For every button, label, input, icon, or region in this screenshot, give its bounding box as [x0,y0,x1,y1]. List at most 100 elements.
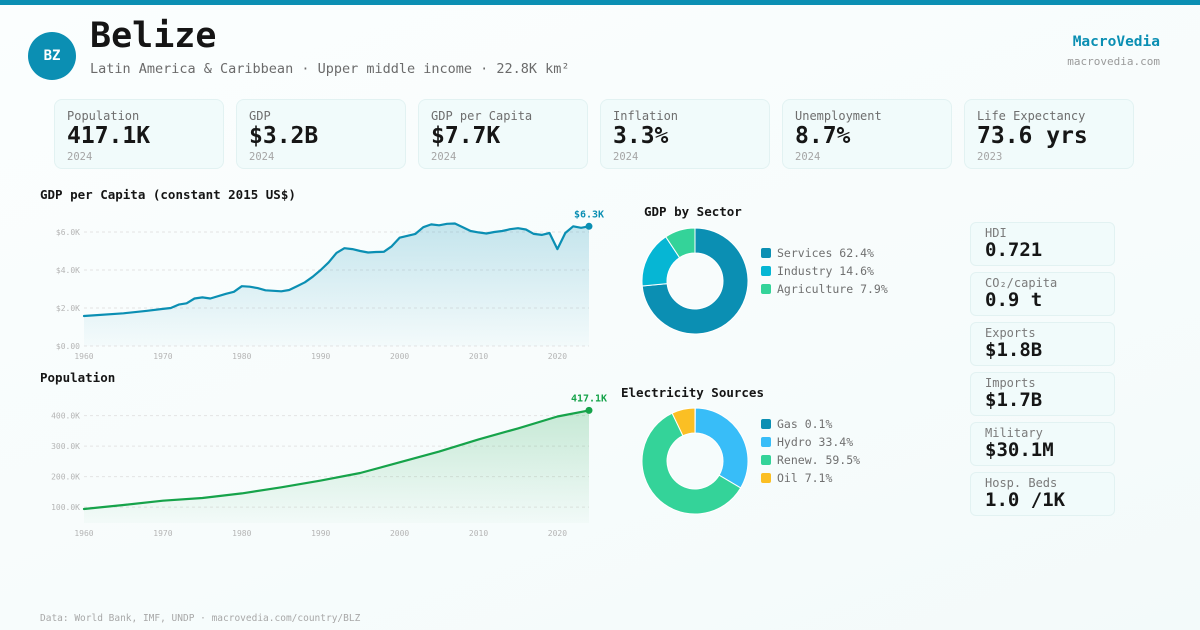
legend-item-gas: Gas 0.1% [761,415,860,433]
legend-swatch [761,248,771,258]
donut-slice-renew [641,412,742,515]
legend-swatch [761,437,771,447]
electricity-legend: Gas 0.1% Hydro 33.4% Renew. 59.5% Oil 7.… [761,415,860,487]
brand-url[interactable]: macrovedia.com [1067,55,1160,68]
x-tick-label: 1970 [153,352,172,361]
kpi-label: Unemployment [795,109,882,123]
kpi-year: 2023 [977,151,1003,163]
y-tick-label: 200.0K [51,473,80,482]
y-tick-label: $6.0K [56,228,80,237]
x-tick-label: 2010 [469,529,488,538]
kpi-year: 2024 [67,151,93,163]
population-chart: 100.0K 200.0K 300.0K 400.0K 1960 1970 1980 1990… [51,393,607,538]
side-stats-panel: HDI 0.721 CO₂/capita 0.9 t Exports $1.8B… [970,222,1115,522]
legend-swatch [761,473,771,483]
y-tick-label: 100.0K [51,503,80,512]
series-line [82,222,591,318]
kpi-year: 2024 [795,151,821,163]
x-tick-label: 2000 [390,529,409,538]
end-point-marker [585,406,593,414]
legend-item-services: Services 62.4% [761,244,888,262]
legend-swatch [761,284,771,294]
gdp-per-capita-chart-title: GDP per Capita (constant 2015 US$) [40,187,296,202]
x-tick-label: 1960 [74,352,93,361]
stat-label: Imports [985,376,1036,390]
kpi-year: 2024 [613,151,639,163]
stat-card-imports: Imports $1.7B [970,372,1115,416]
y-tick-label: 400.0K [51,412,80,421]
stat-card-military: Military $30.1M [970,422,1115,466]
electricity-sources-donut [641,407,749,515]
end-value-label: 417.1K [571,393,607,404]
x-tick-label: 1970 [153,529,172,538]
y-tick-label: $0.00 [56,342,80,351]
legend-label: Renew. 59.5% [777,453,861,467]
kpi-card-unemployment: Unemployment 8.7% 2024 [782,99,952,169]
kpi-card-gdp: GDP $3.2B 2024 [236,99,406,169]
series-line [82,409,591,511]
legend-item-agriculture: Agriculture 7.9% [761,280,888,298]
x-tick-label: 1990 [311,529,330,538]
legend-swatch [761,266,771,276]
legend-label: Gas 0.1% [777,417,833,431]
stat-label: Military [985,426,1043,440]
y-tick-label: $2.0K [56,304,80,313]
kpi-value: 417.1K [67,123,151,149]
legend-label: Agriculture 7.9% [777,282,888,296]
x-tick-label: 1960 [74,529,93,538]
stat-card-exports: Exports $1.8B [970,322,1115,366]
x-tick-label: 1990 [311,352,330,361]
x-tick-label: 2020 [548,352,567,361]
kpi-value: 8.7% [795,123,851,149]
population-chart-title: Population [40,370,116,385]
legend-item-oil: Oil 7.1% [761,469,860,487]
gdp-sector-chart-title: GDP by Sector [644,204,742,219]
kpi-label: GDP [249,109,271,123]
kpi-card-life-expectancy: Life Expectancy 73.6 yrs 2023 [964,99,1134,169]
x-tick-label: 2020 [548,529,567,538]
stat-card-hdi: HDI 0.721 [970,222,1115,266]
stat-label: Hosp. Beds [985,476,1058,490]
donut-slice-services [641,227,749,335]
kpi-year: 2024 [431,151,457,163]
country-subtitle: Latin America & Caribbean · Upper middle… [90,61,570,77]
stat-value: 1.0 /1K [985,489,1066,511]
legend-swatch [761,455,771,465]
legend-item-industry: Industry 14.6% [761,262,888,280]
gdp-per-capita-chart: $0.00 $2.0K $4.0K $6.0K 1960 1970 1980 1990 2000… [56,209,604,361]
kpi-label: Inflation [613,109,679,123]
stat-value: $30.1M [985,439,1054,461]
y-tick-label: $4.0K [56,266,80,275]
kpi-card-gdp-per-capita: GDP per Capita $7.7K 2024 [418,99,588,169]
stat-value: $1.7B [985,389,1043,411]
end-value-label: $6.3K [574,209,604,220]
kpi-value: 73.6 yrs [977,123,1088,149]
gdp-sector-legend: Services 62.4% Industry 14.6% Agricultur… [761,244,888,298]
kpi-value: 3.3% [613,123,669,149]
donut-slice-agriculture [665,227,696,259]
kpi-row: Population 417.1K 2024 GDP $3.2B 2024 GD… [54,99,1134,169]
kpi-card-inflation: Inflation 3.3% 2024 [600,99,770,169]
stat-value: $1.8B [985,339,1043,361]
stat-card-hospital-beds: Hosp. Beds 1.0 /1K [970,472,1115,516]
brand-logo[interactable]: MacroVedia [1072,34,1160,50]
legend-item-hydro: Hydro 33.4% [761,433,860,451]
y-tick-label: 300.0K [51,442,80,451]
kpi-value: $3.2B [249,123,319,149]
legend-swatch [761,419,771,429]
x-tick-label: 2010 [469,352,488,361]
area-fill [84,410,589,523]
kpi-year: 2024 [249,151,275,163]
page-title: Belize [90,16,217,56]
legend-label: Oil 7.1% [777,471,833,485]
country-flag-badge: BZ [28,32,76,80]
legend-label: Services 62.4% [777,246,874,260]
stat-label: HDI [985,226,1007,240]
stat-card-co2: CO₂/capita 0.9 t [970,272,1115,316]
data-source-footer: Data: World Bank, IMF, UNDP · macrovedia… [40,613,361,624]
kpi-card-population: Population 417.1K 2024 [54,99,224,169]
kpi-value: $7.7K [431,123,501,149]
donut-slice-hydro [694,407,749,489]
legend-label: Industry 14.6% [777,264,874,278]
kpi-label: Population [67,109,140,123]
